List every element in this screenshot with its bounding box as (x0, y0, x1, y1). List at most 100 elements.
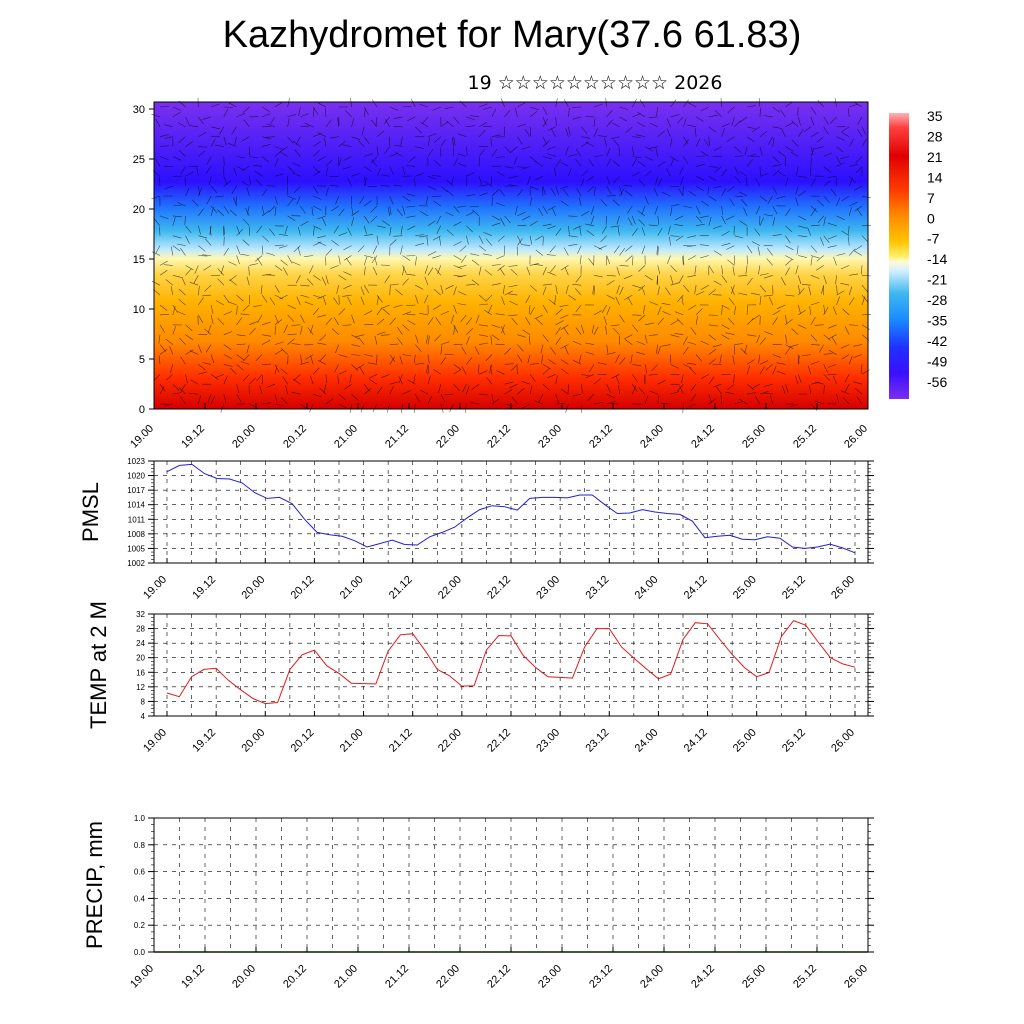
wind-barb (785, 267, 790, 276)
wind-barb (763, 383, 773, 387)
wind-barb (364, 200, 372, 207)
wind-barb (291, 261, 301, 266)
wind-barb (177, 122, 186, 128)
wind-barb (785, 101, 793, 108)
wind-barb (236, 156, 246, 159)
wind-barb (312, 367, 320, 375)
wind-barb (675, 215, 684, 220)
wind-barb (651, 364, 659, 372)
wind-barb (657, 161, 666, 167)
wind-barb (155, 245, 161, 254)
wind-barb (293, 374, 301, 381)
wind-barb (274, 206, 277, 216)
wind-barb (184, 215, 186, 225)
wind-barb (657, 345, 661, 355)
colorbar-label: -7 (927, 231, 940, 247)
wind-barb (861, 314, 872, 316)
wind-barb (593, 155, 603, 157)
wind-barb (408, 156, 416, 163)
wind-barb (521, 146, 531, 150)
wind-barb (317, 360, 327, 365)
wind-barb (172, 111, 181, 118)
wind-barb (840, 265, 850, 270)
wind-barb (159, 260, 168, 266)
wind-barb (206, 156, 212, 165)
wind-barb (357, 245, 365, 253)
wind-barb (708, 324, 718, 327)
wind-barb (415, 146, 425, 149)
wind-barb (511, 396, 518, 405)
wind-barb (204, 238, 212, 246)
wind-barb (720, 394, 722, 405)
wind-barb (699, 244, 709, 246)
wind-barb (203, 265, 212, 271)
wind-barb (504, 389, 513, 395)
cross-section-x-axis: 19.00 19.12 20.00 20.12 21.00 21.12 22.00 22.12… (128, 403, 870, 451)
wind-barb (478, 103, 488, 108)
wind-barb (287, 198, 294, 207)
wind-barb (262, 402, 272, 405)
wind-barb (790, 151, 799, 157)
wind-barb (619, 186, 623, 195)
wind-barb (389, 283, 399, 286)
wind-barb (279, 294, 288, 300)
wind-barb (376, 386, 383, 395)
wind-barb (185, 116, 190, 126)
wind-barb (491, 189, 499, 197)
wind-barb (854, 388, 863, 395)
wind-barb (683, 136, 689, 145)
wind-barb (427, 365, 429, 375)
wind-barb (564, 266, 569, 276)
wind-barb (727, 383, 735, 391)
wind-barb (490, 335, 493, 345)
wind-barb (861, 126, 867, 136)
wind-barb (746, 305, 748, 315)
wind-barb (861, 265, 863, 275)
wind-barb (198, 146, 208, 148)
wind-barb (324, 137, 327, 147)
wind-barb (517, 211, 526, 217)
wind-barb (746, 383, 755, 391)
wind-barb (210, 354, 215, 364)
wind-barb (236, 334, 246, 337)
wind-barb (363, 285, 370, 294)
wind-barb (246, 187, 250, 197)
wind-barb (457, 163, 467, 167)
wind-barb (440, 341, 450, 345)
wind-barb (836, 156, 842, 165)
wind-barb (747, 105, 757, 108)
wind-barb (535, 318, 544, 326)
wind-barb (794, 375, 799, 385)
wind-barb (510, 146, 518, 153)
wind-barb (785, 235, 791, 244)
wind-barb (529, 126, 532, 136)
wind-barb (265, 136, 275, 138)
wind-barb (440, 403, 444, 413)
temp-x-tick-label: 22.12 (485, 727, 513, 755)
wind-barb (491, 394, 494, 403)
wind-barb (615, 375, 620, 385)
wind-barb (763, 214, 773, 217)
wind-barb (667, 255, 671, 265)
wind-barb (501, 296, 505, 306)
wind-barb (285, 385, 288, 395)
wind-barb (457, 153, 467, 157)
cs-x-tick-label: 19.00 (128, 423, 156, 451)
wind-barb (389, 381, 399, 385)
wind-barb (796, 245, 799, 255)
wind-barb (189, 393, 199, 395)
wind-barb (606, 255, 610, 265)
wind-barb (309, 265, 314, 274)
wind-barb (746, 359, 755, 365)
wind-barb (198, 314, 203, 323)
wind-barb (578, 197, 582, 207)
wind-barb (205, 344, 212, 353)
wind-barb (625, 255, 633, 262)
wind-barb (509, 383, 518, 389)
wind-barb (708, 114, 718, 118)
wind-barb (249, 321, 258, 326)
wind-barb (279, 151, 288, 157)
wind-barb (575, 304, 582, 313)
wind-barb (359, 366, 365, 375)
wind-barb (223, 344, 232, 350)
